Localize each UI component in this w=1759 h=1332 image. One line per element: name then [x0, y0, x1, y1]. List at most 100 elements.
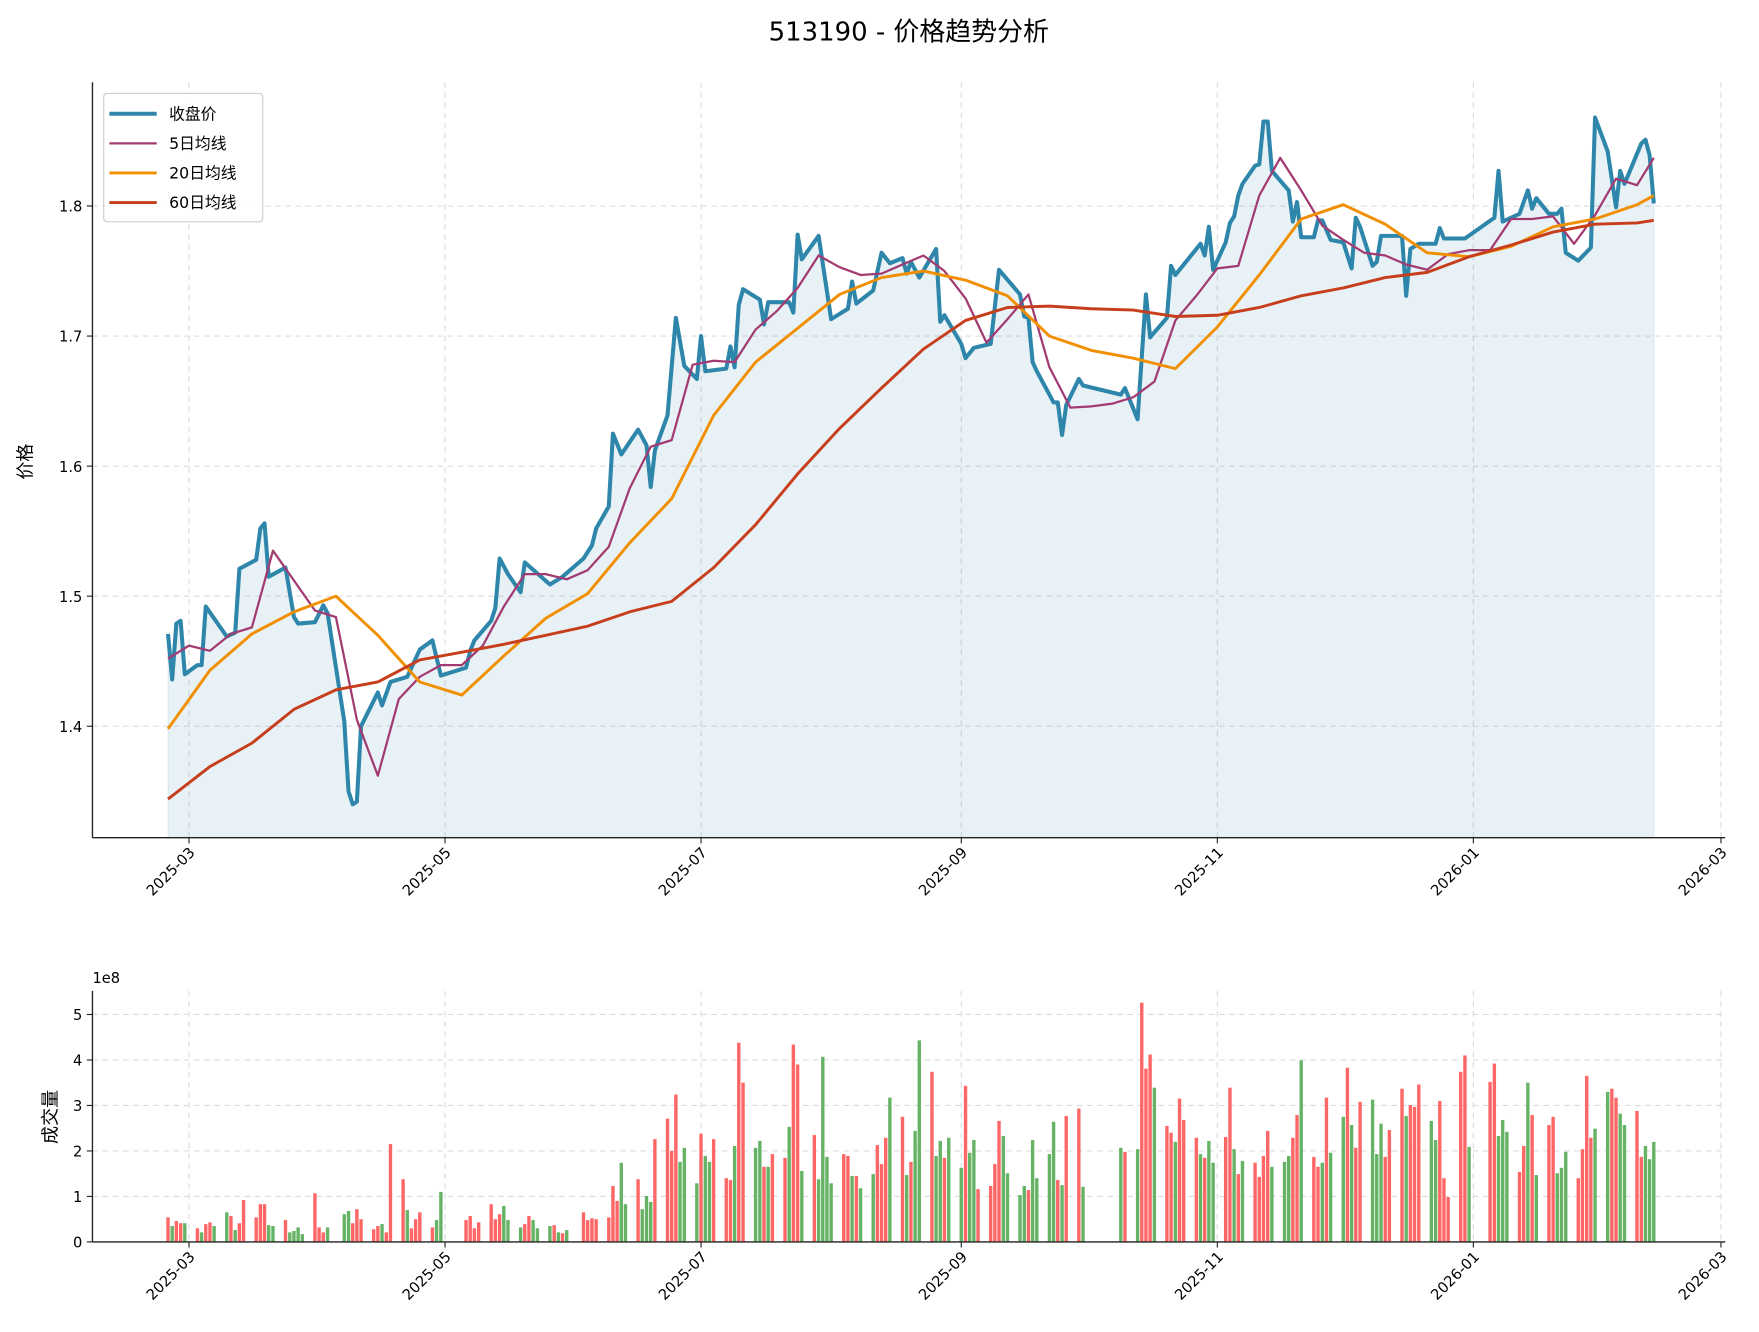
volume-bar	[1047, 1154, 1052, 1242]
volume-bar	[947, 1137, 951, 1242]
y-tick-label: 3	[73, 1098, 82, 1115]
volume-bar	[1387, 1130, 1392, 1242]
volume-bar	[1295, 1115, 1299, 1242]
volume-bar	[1589, 1137, 1593, 1242]
volume-bar	[384, 1232, 388, 1242]
volume-y-axis-label: 成交量	[40, 1090, 61, 1144]
volume-bar	[1056, 1180, 1060, 1242]
volume-bar	[1270, 1166, 1274, 1242]
volume-bar	[388, 1144, 393, 1242]
x-tick-label: 2025-03	[143, 844, 198, 899]
volume-bar	[753, 1147, 758, 1242]
volume-bar	[829, 1183, 833, 1242]
volume-bar	[1429, 1120, 1434, 1242]
volume-bar	[409, 1228, 414, 1242]
volume-bar	[506, 1220, 510, 1242]
volume-bar	[728, 1180, 733, 1242]
volume-bar	[1547, 1125, 1551, 1242]
volume-bar	[959, 1167, 963, 1242]
volume-bar	[875, 1145, 880, 1242]
volume-bar	[556, 1232, 561, 1242]
volume-bar	[497, 1214, 502, 1242]
volume-bar	[1505, 1131, 1509, 1242]
volume-bar	[581, 1212, 586, 1242]
volume-bar	[493, 1219, 498, 1242]
volume-bar	[1555, 1173, 1559, 1242]
volume-bar	[225, 1212, 229, 1242]
volume-bar	[1383, 1156, 1387, 1242]
volume-bar	[527, 1216, 531, 1242]
volume-bar	[963, 1085, 968, 1242]
volume-bar	[1517, 1171, 1522, 1242]
volume-bar	[464, 1220, 468, 1242]
volume-bar	[1580, 1149, 1585, 1242]
volume-bar	[1492, 1063, 1497, 1242]
volume-panel: 2025-03 2025-05 2025-07 2025-09 2025-11 2026-…	[40, 970, 1730, 1304]
volume-bar	[1211, 1162, 1215, 1242]
volume-bar	[585, 1220, 590, 1242]
volume-bar	[1081, 1186, 1085, 1242]
volume-bar	[170, 1226, 174, 1242]
volume-bar	[791, 1044, 796, 1242]
volume-bar	[1051, 1121, 1056, 1242]
volume-bar	[166, 1217, 170, 1242]
price-y-axis-label: 价格	[16, 444, 37, 480]
volume-bar	[1198, 1154, 1203, 1242]
series-line-2	[166, 194, 1655, 730]
volume-bar	[1358, 1101, 1362, 1242]
legend-box	[103, 92, 264, 223]
volume-bar	[1316, 1166, 1320, 1242]
volume-bar	[695, 1183, 699, 1242]
volume-bar	[1152, 1087, 1157, 1242]
volume-bar	[401, 1179, 405, 1243]
volume-bar	[993, 1164, 997, 1242]
volume-bar	[1467, 1146, 1471, 1242]
volume-bar	[678, 1161, 682, 1242]
volume-bar	[732, 1145, 737, 1242]
volume-bar	[1228, 1087, 1232, 1242]
volume-bar	[283, 1220, 288, 1242]
volume-bar	[413, 1219, 418, 1242]
volume-bar	[1559, 1167, 1564, 1242]
volume-bar	[1610, 1088, 1614, 1242]
volume-bar	[1496, 1135, 1501, 1242]
volume-bar	[1035, 1178, 1039, 1242]
volume-bar	[1236, 1174, 1240, 1242]
volume-bar	[1622, 1125, 1627, 1242]
volume-bar	[241, 1200, 246, 1242]
volume-bar	[1349, 1125, 1354, 1242]
volume-bar	[884, 1137, 888, 1242]
y-tick-label: 4	[73, 1053, 82, 1070]
volume-bar	[1379, 1123, 1383, 1242]
x-tick-label: 2026-01	[1428, 844, 1483, 899]
volume-bar	[560, 1233, 565, 1242]
chart-title: 513190 - 价格趋势分析	[769, 18, 1049, 48]
volume-bar	[741, 1082, 745, 1242]
volume-bar	[565, 1230, 569, 1242]
y-tick-label: 2	[73, 1144, 82, 1161]
volume-bar	[737, 1042, 741, 1242]
volume-bar	[523, 1224, 527, 1242]
volume-bar	[1207, 1140, 1211, 1242]
x-tick-label: 2025-05	[399, 844, 454, 899]
volume-bar	[212, 1226, 216, 1242]
volume-bar	[1647, 1159, 1652, 1242]
y-tick-label: 1.5	[59, 589, 82, 606]
volume-bar	[359, 1219, 363, 1242]
volume-bar	[346, 1210, 351, 1242]
volume-bar	[1266, 1130, 1270, 1242]
volume-bar	[262, 1204, 267, 1242]
x-tick-label: 2025-09	[916, 1249, 971, 1304]
volume-bar	[816, 1179, 821, 1243]
volume-bar	[313, 1193, 317, 1242]
volume-bar	[766, 1166, 770, 1242]
volume-bar	[942, 1157, 947, 1242]
volume-bar	[644, 1195, 649, 1242]
volume-bar	[850, 1175, 854, 1242]
volume-bar	[233, 1230, 237, 1242]
volume-bar	[1257, 1176, 1261, 1242]
volume-bar	[1526, 1082, 1530, 1242]
volume-bar	[371, 1229, 376, 1242]
x-tick-label: 2025-07	[655, 1249, 710, 1304]
volume-bar	[376, 1226, 380, 1242]
